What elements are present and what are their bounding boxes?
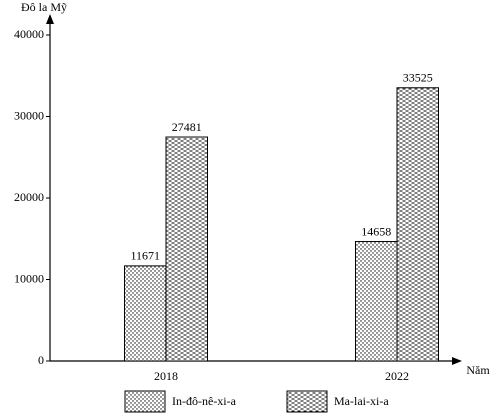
y-tick-label: 40000 bbox=[14, 27, 44, 41]
legend-swatch bbox=[124, 390, 166, 413]
data-label: 11671 bbox=[130, 249, 160, 263]
legend-swatch bbox=[286, 390, 328, 413]
legend-label: In-đô-nê-xi-a bbox=[172, 394, 237, 408]
bar bbox=[396, 87, 439, 362]
x-tick-label: 2018 bbox=[154, 369, 178, 383]
bar bbox=[355, 241, 398, 362]
y-axis-arrow bbox=[46, 14, 54, 24]
data-label: 33525 bbox=[403, 71, 433, 85]
y-axis-label: Đô la Mỹ bbox=[21, 0, 67, 14]
bar bbox=[124, 265, 167, 362]
data-label: 27481 bbox=[172, 120, 202, 134]
y-tick-label: 30000 bbox=[14, 108, 44, 122]
y-tick-label: 20000 bbox=[14, 190, 44, 204]
y-tick-label: 10000 bbox=[14, 271, 44, 285]
data-label: 14658 bbox=[361, 224, 391, 238]
x-axis-label: Năm bbox=[466, 363, 490, 377]
y-tick-label: 0 bbox=[38, 353, 44, 367]
x-axis-arrow bbox=[452, 357, 462, 365]
x-tick-label: 2022 bbox=[385, 369, 409, 383]
bar bbox=[165, 136, 208, 362]
legend-label: Ma-lai-xi-a bbox=[334, 394, 389, 408]
